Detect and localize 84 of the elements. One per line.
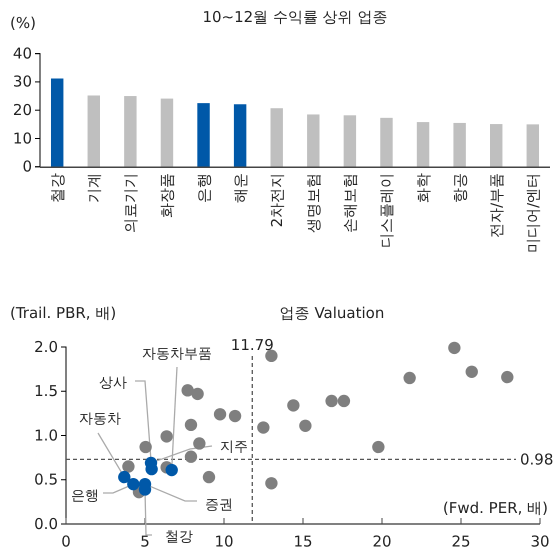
- x-tick-label: 30: [530, 532, 550, 550]
- x-tick-label: 해운: [231, 172, 250, 203]
- y-tick-label: 1.5: [34, 382, 58, 400]
- bar: [234, 104, 246, 167]
- x-tick-label: 의료기기: [122, 172, 140, 233]
- y-tick-label: 0.0: [34, 514, 58, 533]
- point: [403, 372, 416, 384]
- point: [184, 418, 198, 432]
- point: [466, 366, 478, 378]
- x-tick-label: 철강: [48, 172, 66, 203]
- x-tick-label: 미디어/엔터: [524, 172, 542, 253]
- x-tick-label: 15: [293, 532, 313, 550]
- bar: [526, 124, 540, 167]
- bar: [124, 96, 137, 167]
- x-tick-label: 화학: [414, 172, 432, 203]
- point: [265, 477, 278, 490]
- point: [338, 394, 350, 408]
- bar: [307, 114, 320, 167]
- annotation: 자동차부품: [142, 346, 212, 362]
- point: [257, 421, 270, 434]
- point: [127, 478, 140, 490]
- point: [214, 408, 226, 420]
- ref-line-label: 11.79: [230, 336, 274, 354]
- x-tick-label: 항공: [450, 172, 469, 203]
- y-tick-label: 0: [22, 158, 32, 176]
- bar: [490, 124, 502, 167]
- x-tick-label: 기계: [85, 172, 104, 203]
- point: [193, 437, 206, 450]
- point: [287, 399, 300, 412]
- y-tick-label: 0.5: [34, 470, 58, 489]
- bar: [197, 103, 210, 167]
- x-tick-label: 2차전지: [268, 172, 286, 228]
- y-tick-label: 10: [12, 129, 32, 148]
- point: [139, 440, 152, 454]
- x-tick-label: 손해보험: [341, 172, 360, 233]
- x-tick-label: 0: [61, 532, 71, 550]
- point: [299, 420, 312, 432]
- point: [184, 450, 198, 463]
- point: [448, 342, 461, 354]
- x-tick-label: 10: [214, 532, 234, 550]
- y-tick-label: 40: [12, 44, 32, 62]
- bar: [344, 115, 356, 167]
- x-tick-label: 5: [140, 532, 150, 550]
- bar: [270, 108, 283, 167]
- annotation: 자동차: [79, 411, 121, 427]
- point: [202, 470, 216, 484]
- point: [325, 394, 338, 408]
- y-tick-label: 20: [12, 101, 32, 119]
- point: [160, 430, 173, 443]
- annotation: 상사: [99, 375, 127, 391]
- bar: [88, 95, 100, 167]
- bar: [416, 122, 430, 167]
- point: [191, 388, 204, 400]
- chart-title: 업종 Valuation: [280, 304, 384, 322]
- point: [228, 410, 242, 422]
- point: [118, 470, 130, 484]
- bar: [380, 118, 393, 167]
- x-tick-label: 은행: [194, 172, 213, 203]
- y-axis-title: (%): [10, 14, 36, 32]
- x-tick-label: 생명보험: [304, 172, 323, 233]
- point: [501, 370, 514, 384]
- y-axis-title: (Trail. PBR, 배): [10, 304, 116, 322]
- y-tick-label: 1.0: [34, 426, 58, 444]
- point: [122, 460, 135, 473]
- annotation: 은행: [71, 488, 99, 504]
- x-tick-label: 25: [451, 532, 471, 550]
- bar: [160, 98, 174, 167]
- x-tick-label: 디스플레이: [378, 172, 396, 248]
- y-tick-label: 30: [12, 72, 32, 91]
- bar: [453, 122, 466, 167]
- x-tick-label: 전자/부품: [487, 172, 506, 238]
- x-tick-label: 화장품: [158, 172, 176, 218]
- bar: [50, 78, 64, 167]
- chart-title: 10~12월 수익률 상위 업종: [202, 8, 388, 26]
- annotation: 증권: [205, 497, 233, 513]
- annotation: 0.98: [520, 450, 554, 468]
- point: [372, 440, 385, 454]
- y-tick-label: 2.0: [34, 338, 58, 356]
- point: [166, 464, 178, 476]
- point: [265, 350, 278, 362]
- point: [181, 384, 194, 397]
- annotation: 지주: [220, 439, 248, 455]
- x-axis-title: (Fwd. PER, 배): [442, 499, 548, 517]
- x-tick-label: 20: [372, 532, 392, 550]
